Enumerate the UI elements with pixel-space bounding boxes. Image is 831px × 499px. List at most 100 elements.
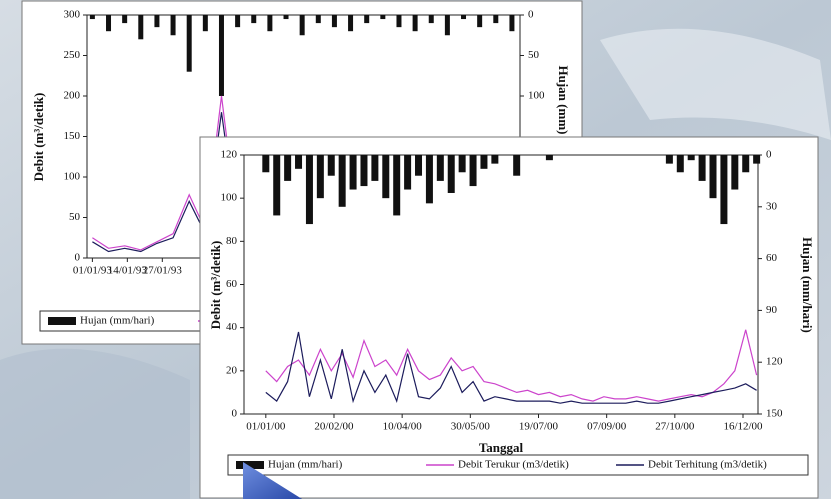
legend-label: Hujan (mm/hari) xyxy=(268,459,343,471)
rain-bar xyxy=(316,155,324,199)
y2-tick-label: 120 xyxy=(766,356,783,368)
rain-bar xyxy=(327,155,335,176)
x-tick-label: 27/01/93 xyxy=(143,265,183,277)
rain-bar xyxy=(360,155,368,187)
y-tick-label: 250 xyxy=(64,49,81,61)
y2-tick-label: 60 xyxy=(766,252,778,264)
rain-bar xyxy=(720,155,728,225)
rain-bar xyxy=(396,15,402,28)
rain-bar xyxy=(186,15,192,72)
rain-bar xyxy=(731,155,739,190)
y2-axis-label: Hujan (mm) xyxy=(556,66,571,135)
rain-bar xyxy=(436,155,444,181)
y2-axis-label: Hujan (mm/hari) xyxy=(800,237,815,333)
rain-bar xyxy=(122,15,128,24)
rain-bar xyxy=(380,15,386,20)
rain-bar xyxy=(545,155,553,161)
front-chart-panel: 0 20 40 60 80 100 120 0 30 60 90 120 150 01/01/00 20/0… xyxy=(199,136,819,499)
rain-bar xyxy=(415,155,423,176)
background-texture xyxy=(0,348,190,499)
rain-bar xyxy=(235,15,241,28)
rain-bar xyxy=(742,155,750,173)
rain-bar xyxy=(262,155,270,173)
x-tick-label: 07/09/00 xyxy=(587,421,627,433)
y2-tick-label: 0 xyxy=(766,149,772,161)
rain-bar xyxy=(493,15,499,24)
y-tick-label: 120 xyxy=(221,149,238,161)
y-axis-label: Debit (m³/detik) xyxy=(208,241,223,330)
rain-bar xyxy=(305,155,313,225)
y-tick-label: 100 xyxy=(64,171,81,183)
y-tick-label: 0 xyxy=(75,252,81,264)
rain-bar xyxy=(273,155,281,216)
y-tick-label: 60 xyxy=(226,278,238,290)
y2-tick-label: 0 xyxy=(528,9,534,21)
rain-bar xyxy=(491,155,499,164)
y-tick-label: 80 xyxy=(226,235,238,247)
rain-bar xyxy=(393,155,401,216)
rain-bar xyxy=(665,155,673,164)
discharge-line xyxy=(265,329,758,402)
y-tick-label: 0 xyxy=(232,408,238,420)
rain-bar xyxy=(425,155,433,204)
rain-bar xyxy=(218,15,224,96)
rain-bar xyxy=(480,155,488,169)
rain-bar xyxy=(371,155,379,181)
rain-bar xyxy=(106,15,112,32)
x-tick-label: 20/02/00 xyxy=(314,421,354,433)
background-texture xyxy=(600,28,831,140)
legend-label: Debit Terukur (m3/detik) xyxy=(458,459,569,471)
rain-bar xyxy=(349,155,357,190)
legend-swatch xyxy=(236,461,264,469)
legend-label: Debit Terhitung (m3/detik) xyxy=(648,459,767,471)
y-axis-label: Debit (m³/detik) xyxy=(31,93,46,182)
y2-tick-label: 50 xyxy=(528,49,540,61)
y2-tick-label: 30 xyxy=(766,200,778,212)
rain-bar xyxy=(458,155,466,173)
x-axis-label: Tanggal xyxy=(479,440,524,455)
x-tick-label: 19/07/00 xyxy=(519,421,559,433)
x-tick-label: 01/01/93 xyxy=(73,265,113,277)
rain-bar xyxy=(461,15,467,20)
rain-bar xyxy=(202,15,208,32)
rain-bar xyxy=(428,15,434,24)
rain-bar xyxy=(412,15,418,32)
x-tick-label: 01/01/00 xyxy=(246,421,286,433)
rain-bar xyxy=(299,15,305,36)
rain-bar xyxy=(687,155,695,161)
rain-bar xyxy=(404,155,412,190)
rain-bar xyxy=(509,15,515,32)
y-tick-label: 50 xyxy=(69,211,81,223)
rain-bar xyxy=(267,15,273,32)
discharge-line xyxy=(265,331,757,404)
pointer-arrow xyxy=(243,462,302,499)
x-tick-label: 16/12/00 xyxy=(723,421,763,433)
rain-bar xyxy=(382,155,390,199)
rain-bar xyxy=(154,15,160,28)
y2-tick-label: 150 xyxy=(766,408,783,420)
rain-bar xyxy=(477,15,483,28)
x-tick-label: 27/10/00 xyxy=(655,421,695,433)
rain-bar xyxy=(315,15,321,24)
y-tick-label: 100 xyxy=(221,192,238,204)
y2-tick-label: 100 xyxy=(528,90,545,102)
legend-label: Hujan (mm/hari) xyxy=(80,315,155,327)
x-tick-label: 10/04/00 xyxy=(383,421,423,433)
rain-bar xyxy=(753,155,761,164)
rain-bar xyxy=(338,155,346,207)
y-tick-label: 150 xyxy=(64,130,81,142)
y2-tick-label: 90 xyxy=(766,304,778,316)
legend-box xyxy=(227,454,809,476)
y-tick-label: 300 xyxy=(64,9,81,21)
rain-bar xyxy=(709,155,717,199)
y-tick-label: 40 xyxy=(226,321,238,333)
rain-bar xyxy=(698,155,706,181)
rain-bar xyxy=(348,15,354,32)
rain-bar xyxy=(447,155,455,193)
rain-bar xyxy=(283,15,289,20)
rain-bar xyxy=(251,15,257,24)
rain-bar xyxy=(295,155,303,169)
rain-bar xyxy=(513,155,521,176)
